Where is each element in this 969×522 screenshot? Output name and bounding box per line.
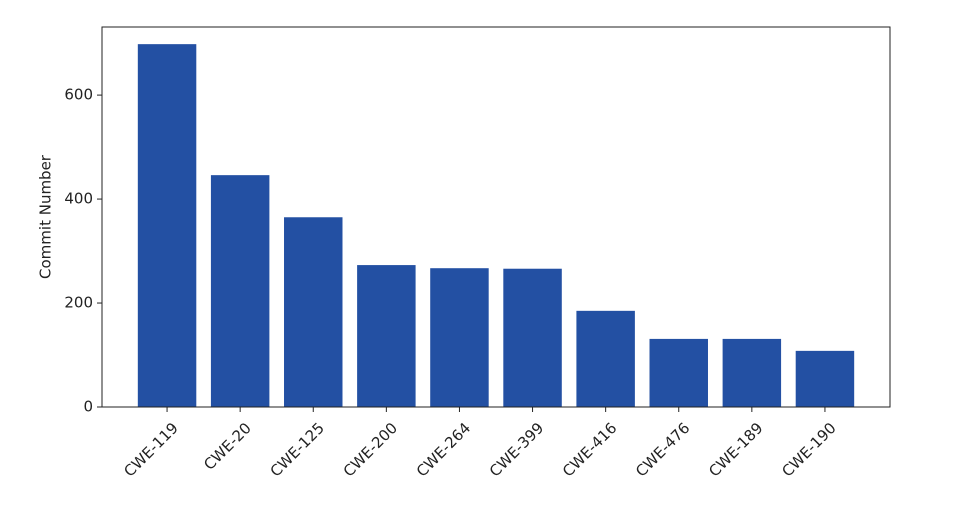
y-tick-label: 400 xyxy=(64,190,93,208)
bar xyxy=(795,350,855,407)
bar xyxy=(357,265,416,407)
bar xyxy=(430,268,489,407)
bar xyxy=(722,338,782,407)
bar xyxy=(503,268,562,407)
plot-frame xyxy=(101,26,891,408)
y-tick-label: 200 xyxy=(64,294,93,312)
bar xyxy=(210,175,270,407)
y-tick-label: 600 xyxy=(64,86,93,104)
bar xyxy=(284,217,343,407)
bar xyxy=(649,338,708,407)
bar xyxy=(137,44,197,408)
y-tick-label: 0 xyxy=(83,398,93,416)
y-axis-label: Commit Number xyxy=(37,154,55,279)
bar xyxy=(576,310,635,407)
